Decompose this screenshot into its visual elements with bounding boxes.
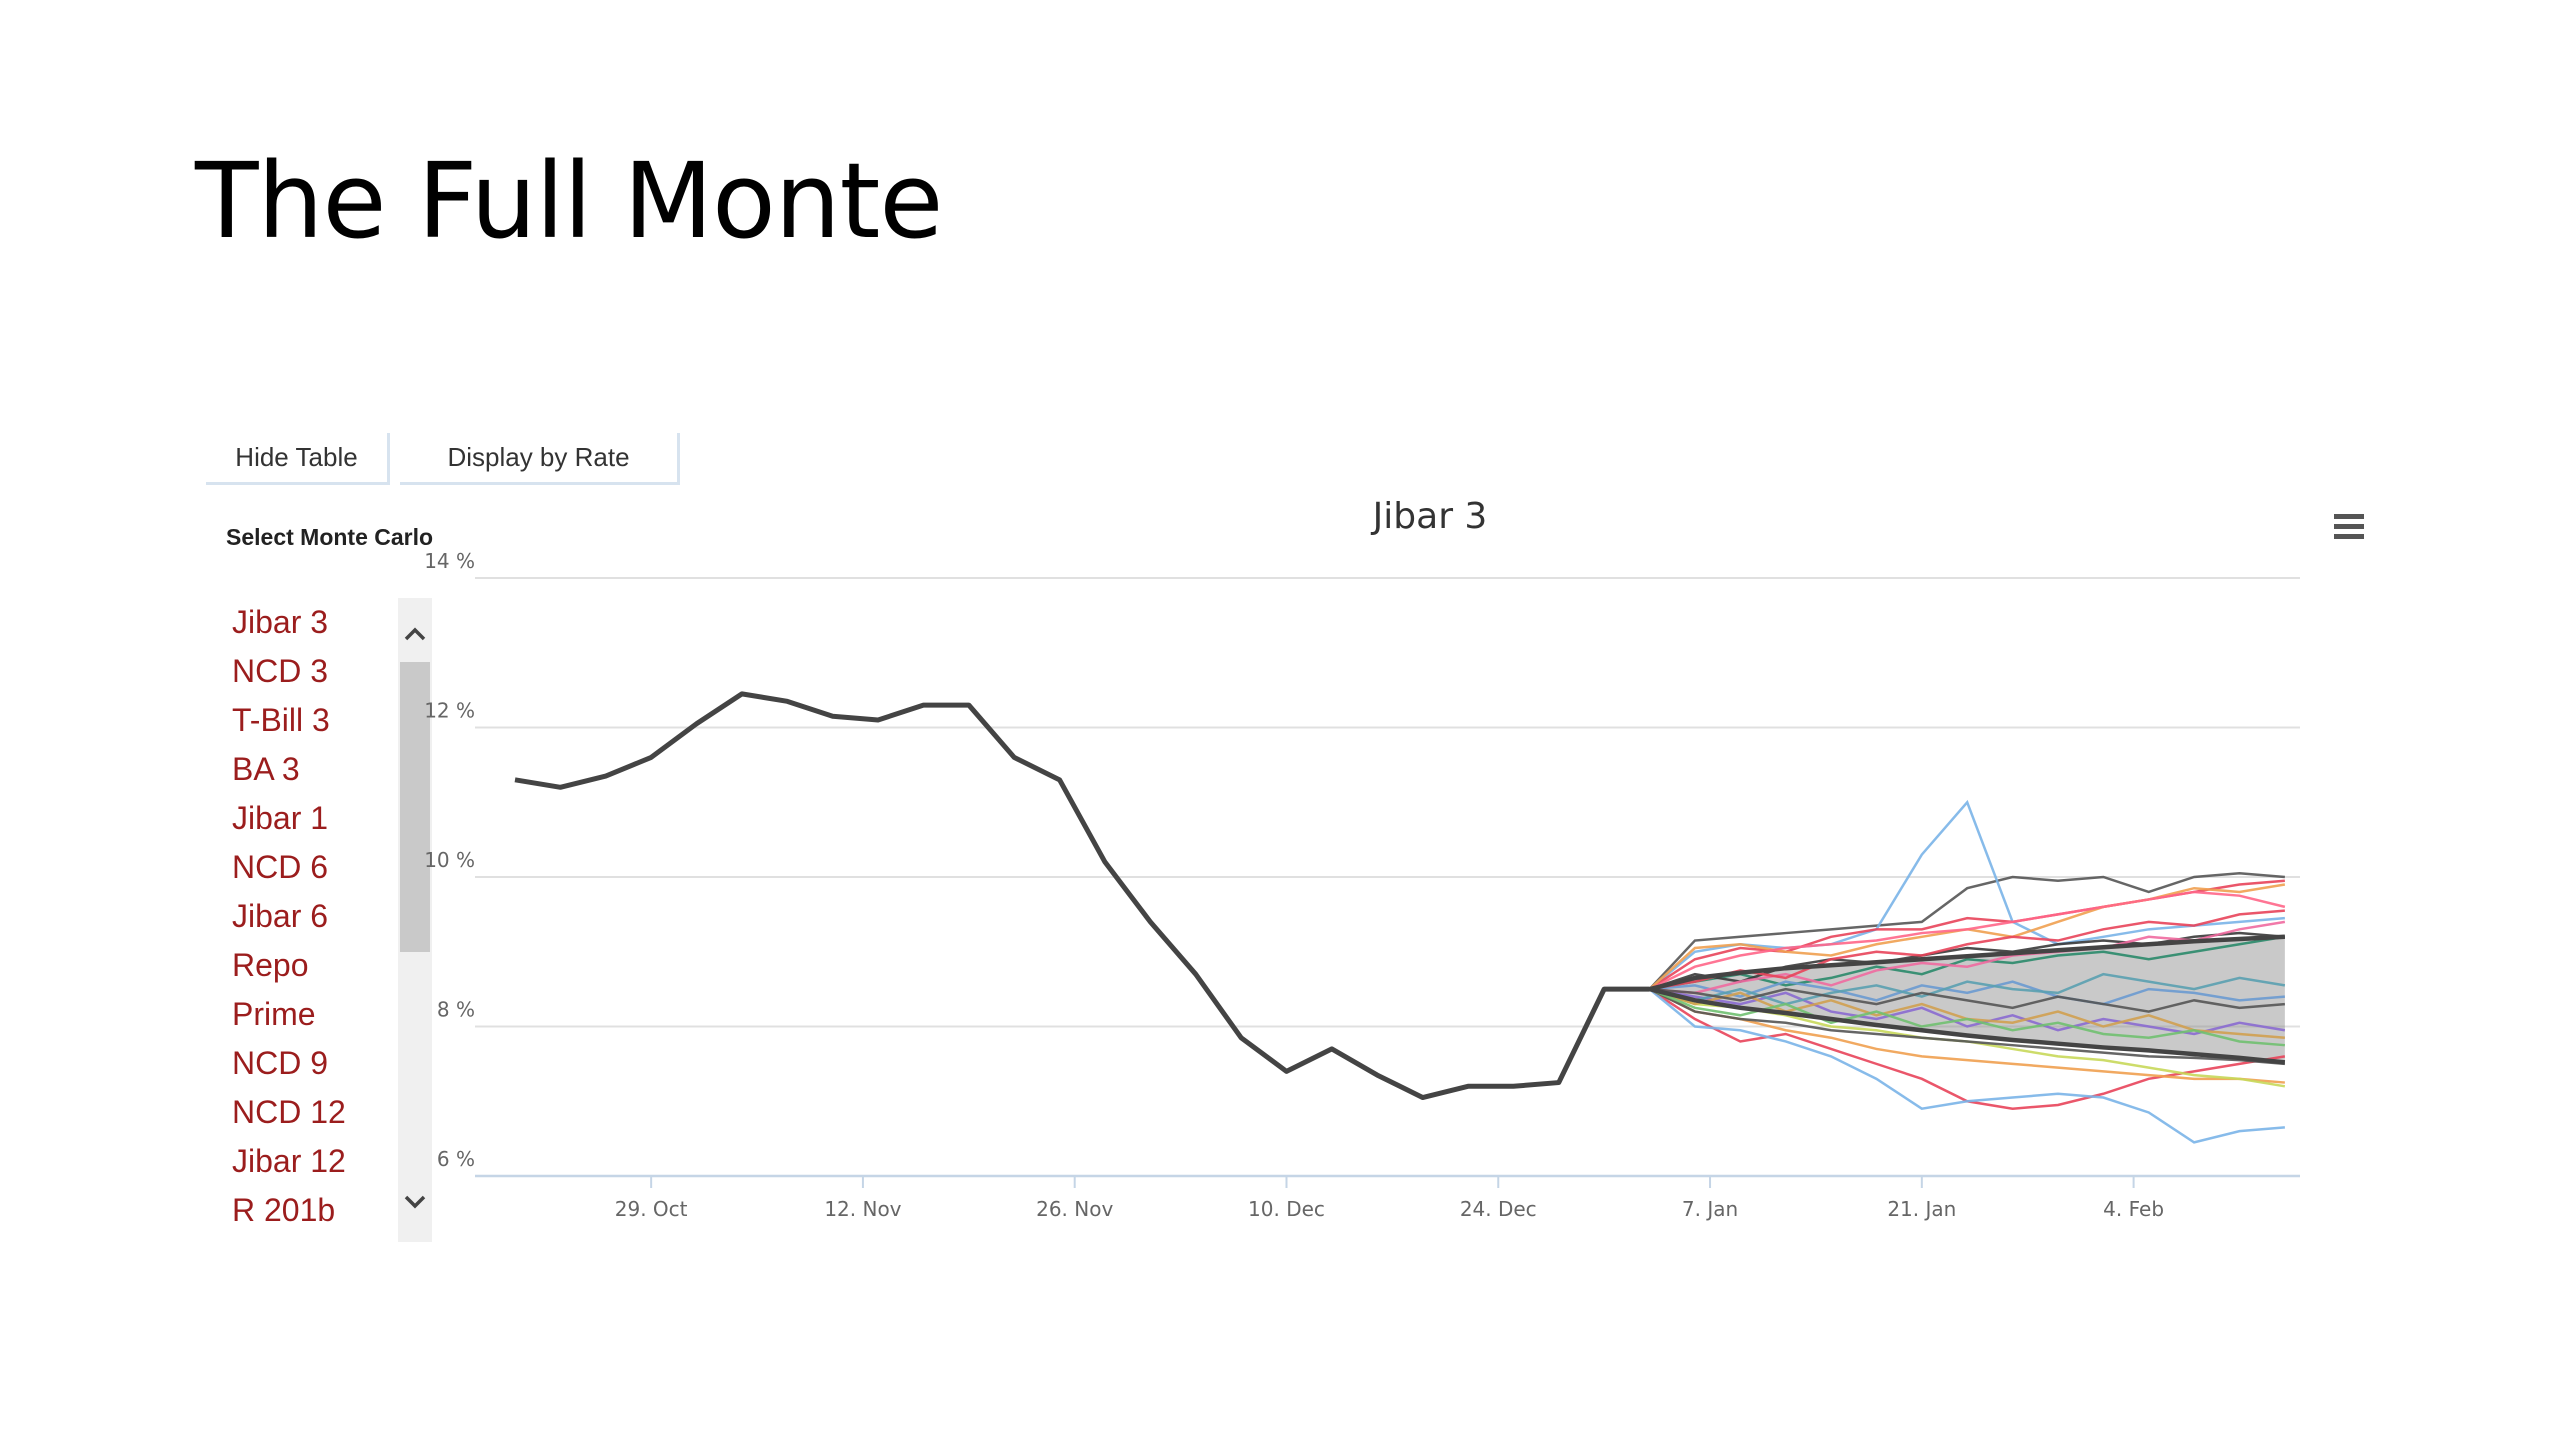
x-tick-label: 26. Nov — [1036, 1197, 1113, 1221]
simulation-line — [1648, 988, 2285, 1066]
monte-carlo-list: Jibar 3 NCD 3 T-Bill 3 BA 3 Jibar 1 NCD … — [232, 598, 400, 1235]
monte-carlo-item[interactable]: NCD 3 — [232, 653, 329, 689]
y-tick-label: 14 % — [424, 549, 475, 573]
select-monte-carlo-label: Select Monte Carlo — [226, 524, 434, 550]
monte-carlo-item[interactable]: T-Bill 3 — [232, 702, 330, 738]
simulation-line — [1648, 988, 2285, 1144]
simulation-line — [1648, 890, 2286, 991]
simulation-line — [1649, 972, 2286, 1006]
simulation-line — [1648, 988, 2285, 1084]
monte-carlo-item[interactable]: Jibar 6 — [232, 898, 329, 934]
x-tick-label: 4. Feb — [2103, 1197, 2164, 1221]
simulation-line — [1648, 872, 2285, 990]
display-by-rate-button[interactable]: Display by Rate — [400, 433, 680, 485]
slide-title: The Full Monte — [195, 140, 943, 262]
monte-carlo-item[interactable]: Jibar 1 — [232, 800, 329, 836]
monte-carlo-item[interactable]: R 201b — [232, 1192, 336, 1228]
x-tick-label: 7. Jan — [1682, 1197, 1738, 1221]
monte-carlo-item[interactable]: Repo — [232, 947, 309, 983]
monte-carlo-item[interactable]: Jibar 12 — [232, 1143, 346, 1179]
monte-carlo-item[interactable]: BA 3 — [232, 751, 300, 787]
chevron-down-icon[interactable] — [398, 1182, 432, 1222]
simulation-line — [1649, 987, 2285, 1013]
x-tick-label: 29. Oct — [615, 1197, 688, 1221]
monte-carlo-item[interactable]: Jibar 3 — [232, 604, 329, 640]
simulation-line — [1649, 980, 2285, 1006]
x-tick-label: 21. Jan — [1887, 1197, 1956, 1221]
x-tick-label: 24. Dec — [1460, 1197, 1537, 1221]
y-tick-label: 6 % — [437, 1147, 475, 1171]
monte-carlo-item[interactable]: NCD 12 — [232, 1094, 346, 1130]
band-lower-line — [1648, 986, 2286, 1065]
monte-carlo-item[interactable]: NCD 6 — [232, 849, 329, 885]
history-line — [514, 691, 1650, 1101]
y-tick-label: 10 % — [424, 848, 475, 872]
hide-table-button[interactable]: Hide Table — [206, 433, 390, 485]
chart-title: Jibar 3 — [1372, 496, 1488, 537]
band-upper-line — [1648, 934, 2285, 992]
chevron-up-icon[interactable] — [398, 614, 432, 654]
x-tick-label: 12. Nov — [824, 1197, 901, 1221]
monte-carlo-item[interactable]: NCD 9 — [232, 1045, 329, 1081]
simulation-line — [1649, 920, 2286, 995]
x-tick-label: 10. Dec — [1248, 1197, 1325, 1221]
monte-carlo-item[interactable]: Prime — [232, 996, 316, 1032]
y-tick-label: 8 % — [437, 998, 475, 1022]
toolbar: Hide Table Display by Rate — [206, 433, 680, 485]
hamburger-menu-icon[interactable] — [2330, 510, 2372, 544]
y-tick-label: 12 % — [424, 699, 475, 723]
scroll-thumb[interactable] — [400, 662, 430, 952]
list-scrollbar[interactable] — [398, 598, 432, 1242]
